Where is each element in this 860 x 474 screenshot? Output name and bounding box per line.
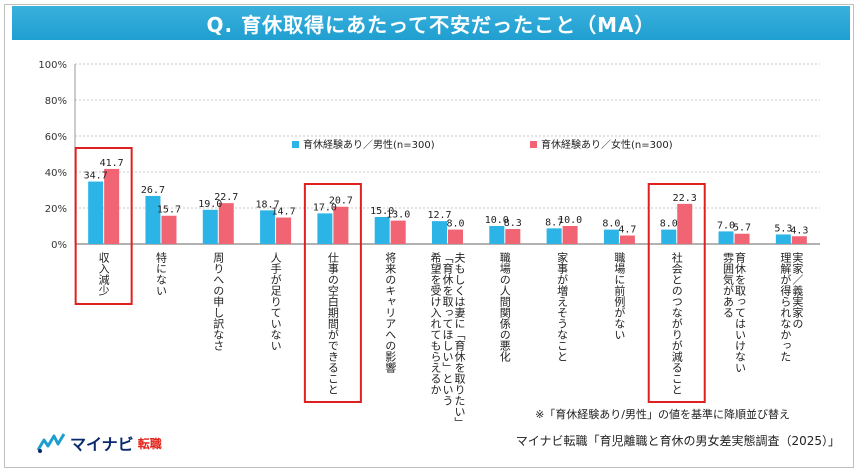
- source-citation: マイナビ転職「育児離職と育休の男女差実態調査（2025）」: [515, 434, 840, 448]
- category-label: 理解が得られなかった: [779, 252, 792, 362]
- bar-male: [432, 221, 447, 244]
- data-label-female: 8.0: [446, 219, 464, 230]
- data-label-male: 7.0: [717, 220, 735, 231]
- bar-female: [390, 220, 406, 244]
- bar-male: [317, 213, 333, 244]
- data-label-female: 22.3: [673, 193, 697, 204]
- data-label-male: 17.0: [313, 202, 337, 213]
- data-label-female: 5.7: [733, 223, 751, 234]
- bar-female: [448, 229, 463, 244]
- data-label-female: 15.7: [157, 205, 181, 216]
- category-label: 社会とのつながりが減ること: [670, 251, 683, 395]
- category-label: 家事が増えそうなこと: [556, 251, 569, 362]
- y-tick-label: 20%: [45, 204, 67, 215]
- legend-swatch-female: [530, 141, 537, 148]
- logo-sub: 転職: [137, 436, 162, 451]
- data-label-male: 10.0: [485, 215, 509, 226]
- y-tick-label: 80%: [45, 96, 67, 107]
- chart-title: Q. 育休取得にあたって不安だったこと（MA）: [12, 6, 850, 40]
- data-label-male: 8.7: [545, 217, 563, 228]
- bar-male: [603, 229, 619, 244]
- figure-frame: [4, 4, 854, 468]
- category-label: 人手が足りていない: [269, 252, 282, 351]
- data-label-male: 12.7: [427, 210, 451, 221]
- highlight-box: [303, 183, 362, 403]
- category-label: 収入減少: [97, 252, 110, 296]
- category-label: 「育休を取ってほしい」という: [441, 252, 454, 406]
- category-label: 実家／義実家の: [791, 251, 804, 329]
- data-label-female: 10.0: [558, 215, 582, 226]
- bar-female: [161, 215, 177, 244]
- data-label-female: 13.0: [386, 210, 410, 221]
- legend-label-male: 育休経験あり／男性(n=300): [303, 138, 435, 151]
- data-label-male: 5.3: [774, 223, 792, 234]
- data-label-female: 41.7: [100, 158, 124, 169]
- bar-female: [276, 217, 292, 244]
- logo-m-icon: [36, 433, 66, 453]
- highlight-box: [74, 147, 133, 305]
- data-label-female: 22.7: [214, 192, 238, 203]
- legend-label-female: 育休経験あり／女性(n=300): [541, 138, 673, 151]
- data-label-female: 4.7: [618, 225, 636, 236]
- bar-male: [145, 195, 161, 244]
- sort-note: ※「育休経験あり/男性」の値を基準に降順並び替え: [535, 408, 790, 421]
- category-label: 雰囲気がある: [722, 252, 735, 318]
- y-tick-label: 40%: [45, 168, 67, 179]
- bar-female: [619, 235, 635, 244]
- data-label-male: 19.0: [198, 199, 222, 210]
- legend-swatch-male: [292, 141, 299, 148]
- bar-female: [333, 206, 349, 244]
- category-label: 将来のキャリアへの影響: [384, 252, 397, 374]
- bar-male: [775, 234, 791, 244]
- logo-name: マイナビ: [70, 435, 134, 454]
- bar-female: [104, 168, 120, 244]
- bar-female: [677, 203, 693, 244]
- mynavi-logo: マイナビ 転職: [36, 431, 162, 455]
- data-label-male: 8.0: [660, 219, 678, 230]
- bar-female: [791, 236, 807, 244]
- category-label: 周りへの申し訳なさ: [212, 252, 225, 351]
- y-tick-label: 100%: [38, 60, 67, 71]
- data-label-male: 34.7: [84, 171, 108, 182]
- category-label: 夫もしくは妻に「育休を取りたい」: [453, 252, 466, 428]
- bar-female: [505, 229, 521, 244]
- data-label-female: 8.3: [504, 218, 522, 229]
- y-tick-label: 60%: [45, 132, 67, 143]
- data-label-male: 15.0: [370, 206, 394, 217]
- bar-male: [489, 226, 505, 244]
- bar-female: [218, 203, 234, 244]
- bar-male: [260, 210, 276, 244]
- highlight-box: [647, 183, 706, 403]
- category-label: 職場の人間関係の悪化: [498, 252, 511, 363]
- category-label: 希望を受け入れてもらえるか: [429, 251, 442, 395]
- y-tick-label: 0%: [51, 240, 67, 251]
- bar-female: [734, 233, 750, 244]
- bar-male: [88, 181, 104, 244]
- data-label-male: 18.7: [256, 199, 280, 210]
- bar-male: [374, 217, 390, 244]
- bar-male: [202, 209, 218, 244]
- data-label-male: 8.0: [602, 219, 620, 230]
- data-label-female: 20.7: [329, 196, 353, 207]
- bar-female: [562, 226, 578, 244]
- category-label: 特にない: [154, 251, 167, 296]
- data-label-female: 4.3: [790, 225, 808, 236]
- bar-male: [546, 228, 562, 244]
- data-label-female: 14.7: [272, 207, 296, 218]
- data-label-male: 26.7: [141, 185, 165, 196]
- bar-male: [661, 229, 677, 244]
- bar-male: [718, 231, 734, 244]
- category-label: 職場に前例がない: [613, 252, 626, 340]
- category-label: 育休を取ってはいけない: [734, 251, 747, 373]
- category-label: 仕事の空白期間ができること: [326, 252, 339, 395]
